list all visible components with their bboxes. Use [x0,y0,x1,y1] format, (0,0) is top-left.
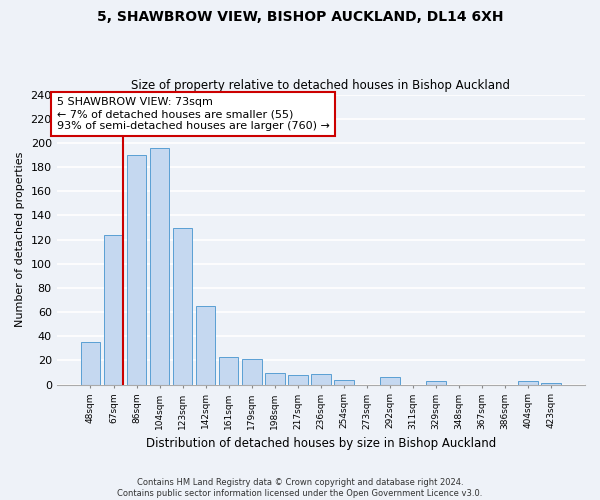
Bar [196,306,215,384]
Y-axis label: Number of detached properties: Number of detached properties [15,152,25,328]
Bar [80,342,100,384]
Bar [518,381,538,384]
Text: Contains HM Land Registry data © Crown copyright and database right 2024.
Contai: Contains HM Land Registry data © Crown c… [118,478,482,498]
Bar [426,381,446,384]
Bar [150,148,169,384]
Bar [311,374,331,384]
Text: 5, SHAWBROW VIEW, BISHOP AUCKLAND, DL14 6XH: 5, SHAWBROW VIEW, BISHOP AUCKLAND, DL14 … [97,10,503,24]
Bar [380,378,400,384]
Bar [104,235,123,384]
Bar [242,360,262,384]
Bar [334,380,353,384]
Bar [127,155,146,384]
Bar [265,372,284,384]
Title: Size of property relative to detached houses in Bishop Auckland: Size of property relative to detached ho… [131,79,511,92]
X-axis label: Distribution of detached houses by size in Bishop Auckland: Distribution of detached houses by size … [146,437,496,450]
Bar [219,357,238,384]
Bar [288,375,308,384]
Text: 5 SHAWBROW VIEW: 73sqm
← 7% of detached houses are smaller (55)
93% of semi-deta: 5 SHAWBROW VIEW: 73sqm ← 7% of detached … [56,98,329,130]
Bar [173,228,193,384]
